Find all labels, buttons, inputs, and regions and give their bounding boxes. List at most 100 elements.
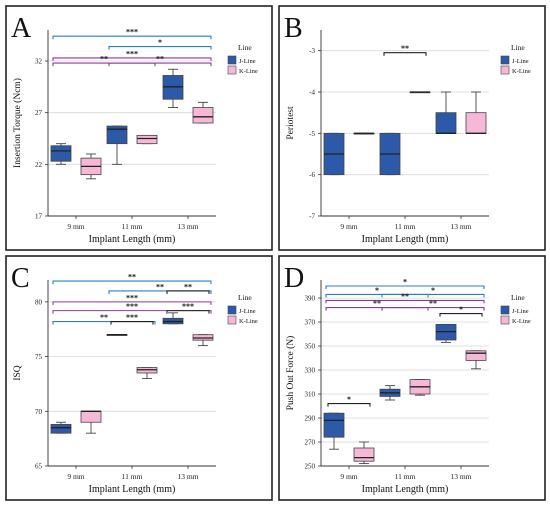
significance-bracket: ** <box>166 282 210 294</box>
x-tick-label: 13 mm <box>177 222 198 231</box>
significance-bracket: ** <box>325 292 485 304</box>
box-body <box>106 125 128 145</box>
significance-bracket: *** <box>52 302 212 314</box>
box-j-line-1 <box>379 385 401 401</box>
box-k-line-2 <box>192 334 214 347</box>
bracket-line <box>381 293 485 298</box>
x-tick-label: 11 mm <box>395 222 416 231</box>
box-body <box>465 350 487 361</box>
significance-bracket: *** <box>52 293 212 305</box>
legend-swatch <box>227 315 237 325</box>
legend-swatch <box>500 305 510 315</box>
significance-bracket: * <box>325 286 429 298</box>
x-tick-label: 11 mm <box>395 472 416 481</box>
significance-label: * <box>459 305 463 314</box>
y-tick-label: 330 <box>305 367 316 375</box>
box-body <box>323 412 345 438</box>
y-axis-title: Insertion Torque (Ncm) <box>12 78 23 168</box>
significance-bracket: *** <box>166 302 210 314</box>
y-tick-label: 290 <box>305 415 316 423</box>
bracket-line <box>325 299 485 304</box>
box-j-line-0 <box>50 421 72 434</box>
bracket-line <box>52 301 212 305</box>
legend-title: Line <box>238 43 252 52</box>
bracket-line <box>110 321 154 325</box>
legend-swatch <box>227 65 237 75</box>
bracket-line <box>108 45 212 50</box>
box-body <box>136 134 158 145</box>
legend-label: J-Line <box>512 58 529 65</box>
significance-label: ** <box>184 282 192 291</box>
significance-bracket: * <box>325 278 485 289</box>
significance-label: ** <box>100 55 108 64</box>
bracket-line <box>383 52 427 56</box>
box-k-line-1 <box>409 379 431 396</box>
bracket-line <box>52 310 212 314</box>
significance-label: * <box>431 286 435 295</box>
y-tick-label: 70 <box>35 408 43 416</box>
bracket-line <box>381 307 485 311</box>
legend-swatch <box>500 55 510 65</box>
y-axis-title: ISQ <box>13 365 23 380</box>
significance-label: *** <box>182 302 194 311</box>
significance-bracket: *** <box>52 28 212 40</box>
significance-label: *** <box>126 302 138 311</box>
y-tick-label: 270 <box>305 439 316 447</box>
x-tick-label: 9 mm <box>67 222 84 231</box>
bracket-line <box>52 35 212 40</box>
significance-label: * <box>347 395 351 404</box>
y-tick-label: 32 <box>35 58 43 66</box>
y-axis-title: Periotest <box>286 106 296 140</box>
legend-swatch <box>500 65 510 75</box>
box-j-line-1 <box>379 132 401 176</box>
significance-label: *** <box>126 28 138 37</box>
significance-bracket: ** <box>383 44 427 56</box>
bracket-line <box>52 62 156 67</box>
legend-swatch <box>227 305 237 315</box>
significance-bracket: ** <box>52 273 212 285</box>
panel-d: D 250 270 290 310 330 350 370 390 9 mm 11 mm 13 mmI… <box>278 255 546 501</box>
significance-bracket: * <box>327 395 371 407</box>
bracket-line <box>108 62 212 67</box>
box-body <box>435 112 457 134</box>
significance-bracket: *** <box>52 49 212 61</box>
significance-label: * <box>158 38 162 47</box>
box-k-line-0 <box>353 132 375 135</box>
y-tick-label: 22 <box>35 161 43 169</box>
significance-bracket: ** <box>108 282 212 294</box>
bracket-line <box>325 307 429 311</box>
bracket-line <box>52 321 156 325</box>
significance-bracket: *** <box>110 313 154 325</box>
box-k-line-1 <box>136 134 158 145</box>
y-tick-label: 75 <box>35 353 43 361</box>
box-body <box>50 145 72 162</box>
box-body <box>465 112 487 134</box>
panel-frame <box>5 5 273 251</box>
box-k-line-0 <box>80 153 102 180</box>
panel-frame <box>278 255 546 501</box>
significance-bracket: ** <box>52 313 156 325</box>
y-tick-label: 80 <box>35 298 43 306</box>
bracket-line <box>166 310 210 314</box>
box-k-line-0 <box>353 441 375 465</box>
y-tick-label: -4 <box>309 89 315 97</box>
box-k-line-2 <box>465 91 487 134</box>
bracket-line <box>439 313 483 317</box>
bracket-line <box>325 293 429 298</box>
significance-label: *** <box>126 313 138 322</box>
y-tick-label: -5 <box>309 130 315 138</box>
legend-swatch <box>227 55 237 65</box>
significance-label: ** <box>429 299 437 308</box>
bracket-line <box>108 290 212 294</box>
legend-label: K-Line <box>512 318 531 325</box>
significance-bracket: * <box>439 305 483 317</box>
box-k-line-1 <box>409 91 431 94</box>
y-tick-label: 390 <box>305 295 316 303</box>
x-tick-label: 9 mm <box>340 472 357 481</box>
box-body <box>353 447 375 462</box>
significance-label: ** <box>373 299 381 308</box>
y-tick-label: 17 <box>35 213 43 221</box>
significance-label: ** <box>401 44 409 53</box>
panel-letter: A <box>11 13 32 44</box>
